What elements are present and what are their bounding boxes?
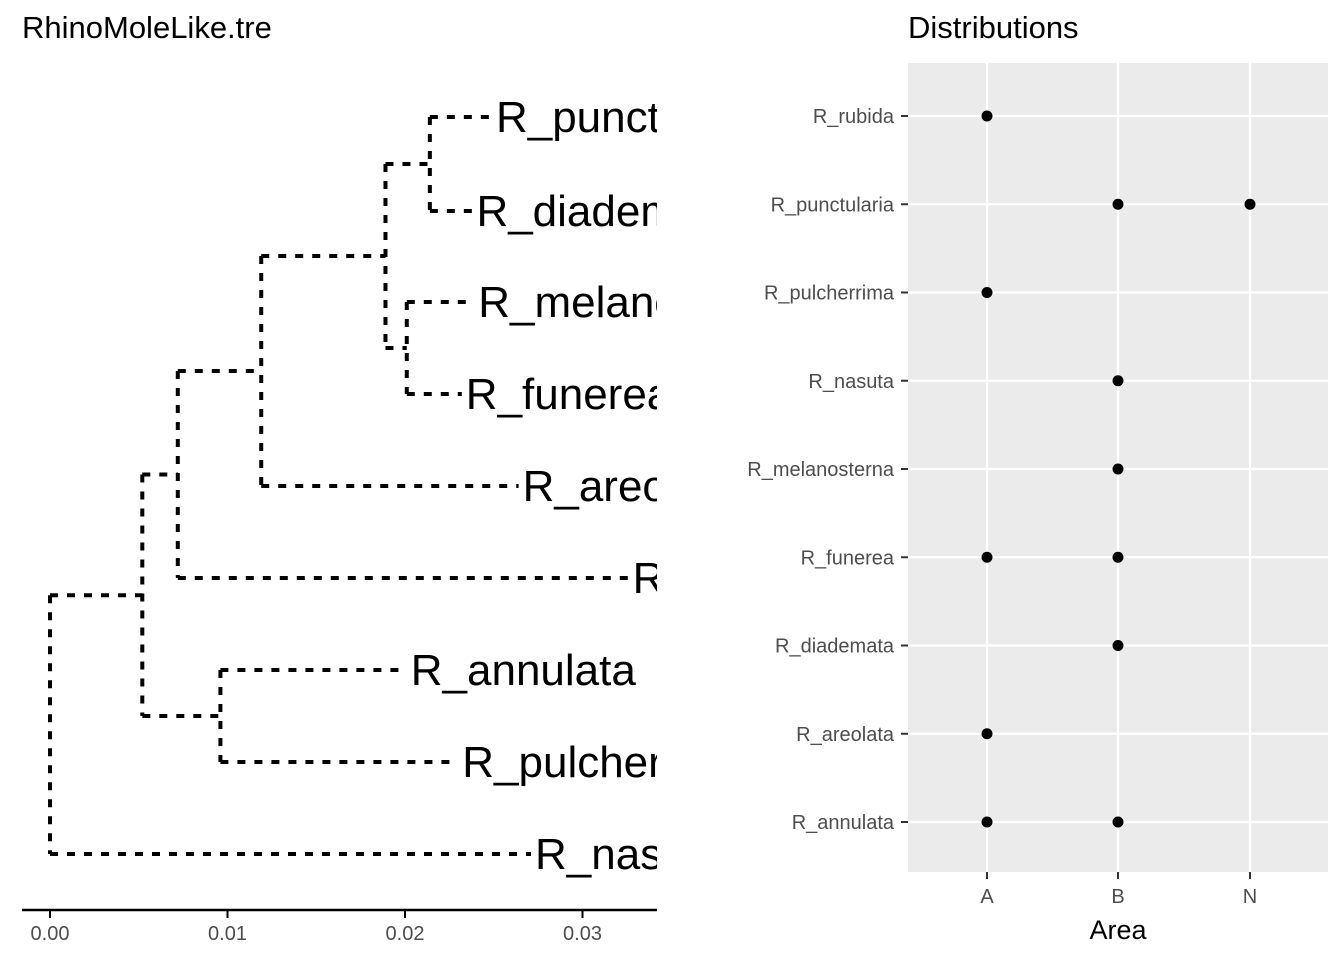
- dist-y-tick-label-annulata: R_annulata: [792, 812, 895, 834]
- dist-y-tick-label-melanosterna: R_melanosterna: [747, 459, 895, 481]
- dist-point-funerea-b: [1112, 551, 1124, 563]
- dist-x-tick-label-a: A: [980, 886, 994, 908]
- tree-x-tick-label: 0.03: [563, 923, 602, 945]
- dist-point-rubida-a: [981, 110, 993, 122]
- dist-point-punctularia-b: [1112, 198, 1124, 210]
- tree-x-tick-label: 0.01: [208, 923, 247, 945]
- dist-point-melanosterna-b: [1112, 463, 1124, 475]
- tip-label-nasuta: R_nasuta: [535, 830, 724, 879]
- tip-label-melanosterna: R_melanosterna: [478, 278, 801, 327]
- dist-y-tick-label-punctularia: R_punctularia: [771, 194, 895, 216]
- dist-x-axis-title: Area: [1089, 915, 1147, 945]
- dist-x-tick-label-n: N: [1243, 886, 1257, 908]
- dist-point-annulata-a: [981, 816, 993, 828]
- dist-point-annulata-b: [1112, 816, 1124, 828]
- dist-y-tick-label-funerea: R_funerea: [801, 547, 895, 569]
- dist-y-tick-label-pulcherrima: R_pulcherrima: [764, 283, 895, 305]
- tree-title: RhinoMoleLike.tre: [22, 10, 272, 45]
- tip-label-annulata: R_annulata: [411, 646, 637, 695]
- dist-y-tick-label-areolata: R_areolata: [796, 724, 895, 746]
- distributions-title: Distributions: [908, 10, 1079, 45]
- tip-label-punctularia: R_punctularia: [496, 93, 768, 142]
- tip-label-areolata: R_areolata: [523, 462, 739, 511]
- dist-x-tick-label-b: B: [1111, 886, 1124, 908]
- tip-label-pulcherrima: R_pulcherrima: [462, 738, 749, 787]
- dist-point-diademata-b: [1112, 640, 1124, 651]
- tip-label-diademata: R_diademata: [476, 187, 738, 236]
- dist-y-tick-label-diademata: R_diademata: [775, 636, 895, 658]
- dist-y-tick-label-nasuta: R_nasuta: [808, 371, 894, 393]
- dist-y-tick-label-rubida: R_rubida: [813, 106, 895, 128]
- tree-x-tick-label: 0.02: [386, 923, 425, 945]
- dist-point-punctularia-n: [1244, 198, 1256, 210]
- dist-point-nasuta-b: [1112, 375, 1124, 387]
- dist-point-pulcherrima-a: [981, 287, 993, 298]
- tip-label-funerea: R_funerea: [466, 370, 672, 419]
- tree-group: R_punctularia R_diademata R_melanosterna R_…: [48, 93, 812, 879]
- tip-label-rubida: R_rubida: [633, 554, 812, 603]
- tree-x-tick-label: 0.00: [31, 923, 70, 945]
- dist-point-funerea-a: [981, 551, 993, 563]
- dist-point-areolata-a: [981, 728, 993, 740]
